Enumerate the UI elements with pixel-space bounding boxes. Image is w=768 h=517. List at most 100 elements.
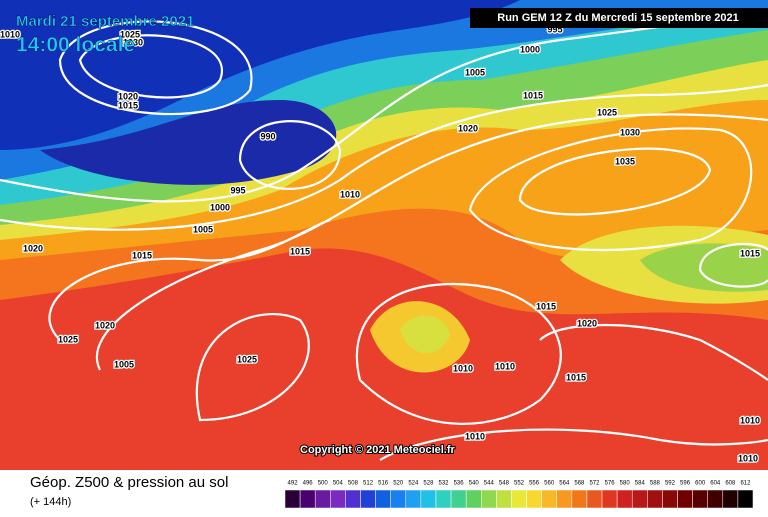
isobar-label: 1015: [536, 301, 556, 311]
isobar-label: 1020: [23, 243, 43, 253]
scale-swatch: [390, 489, 407, 509]
scale-label: 496: [303, 481, 314, 487]
scale-label: 608: [725, 481, 736, 487]
isobar-label: 1015: [566, 372, 586, 382]
forecast-time: 14:00 locale: [16, 34, 135, 57]
forecast-date: Mardi 21 septembre 2021: [16, 13, 194, 30]
scale-swatch: [556, 489, 573, 509]
scale-label: 596: [680, 481, 691, 487]
scale-label: 564: [559, 481, 570, 487]
scale-label: 552: [514, 481, 525, 487]
scale-label: 504: [333, 481, 344, 487]
isobar-label: 1000: [520, 44, 540, 54]
isobar-label: 1020: [458, 123, 478, 133]
scale-label: 572: [589, 481, 600, 487]
scale-label: 612: [740, 481, 751, 487]
scale-swatch: [616, 489, 633, 509]
isobar-label: 1010: [0, 29, 20, 39]
scale-label: 568: [574, 481, 585, 487]
isobar-label: 995: [230, 185, 245, 195]
scale-swatch: [662, 489, 678, 509]
isobar-label: 1035: [615, 156, 635, 166]
isobar-label: 1010: [465, 431, 485, 441]
scale-swatch: [722, 489, 739, 509]
isobar-label: 1020: [95, 320, 115, 330]
scale-label: 580: [620, 481, 631, 487]
scale-swatch: [345, 489, 361, 509]
scale-swatch: [465, 489, 482, 509]
scale-swatch: [481, 489, 497, 509]
scale-label: 604: [710, 481, 721, 487]
isobar-label: 1025: [58, 334, 78, 344]
scale-label: 592: [665, 481, 676, 487]
scale-label: 520: [393, 481, 404, 487]
scale-swatch: [571, 489, 588, 509]
scale-swatch: [541, 489, 557, 509]
scale-label: 492: [288, 481, 299, 487]
scale-swatch: [299, 489, 316, 509]
scale-label: 556: [529, 481, 540, 487]
run-banner: [470, 8, 768, 28]
isobar-label: 1015: [118, 100, 138, 110]
footer-title: Géop. Z500 & pression au sol: [30, 474, 228, 491]
scale-swatch: [647, 489, 663, 509]
isobar-label: 1010: [495, 361, 515, 371]
scale-label: 516: [378, 481, 389, 487]
isobar-label: 1000: [210, 202, 230, 212]
isobar-label: 1015: [132, 250, 152, 260]
scale-swatch: [677, 489, 693, 509]
isobar-label: 1015: [523, 90, 543, 100]
isobar-label: 1015: [290, 246, 310, 256]
scale-swatch: [330, 489, 346, 509]
scale-label: 524: [408, 481, 419, 487]
scale-swatch: [737, 489, 754, 509]
isobar-label: 1005: [465, 67, 485, 77]
isobar-label: 1030: [620, 127, 640, 137]
isobar-label: 1025: [237, 354, 257, 364]
scale-label: 532: [439, 481, 450, 487]
field: [40, 100, 337, 185]
scale-label: 576: [605, 481, 616, 487]
scale-label: 588: [650, 481, 661, 487]
scale-swatch: [707, 489, 724, 509]
isobar-label: 1010: [340, 189, 360, 199]
scale-swatch: [586, 489, 603, 509]
scale-swatch: [496, 489, 512, 509]
scale-label: 548: [499, 481, 510, 487]
scale-label: 500: [318, 481, 329, 487]
isobar-label: 1015: [740, 248, 760, 258]
isobar-label: 1010: [738, 453, 758, 463]
scale-swatch: [360, 489, 376, 509]
isobar-label: 1025: [597, 107, 617, 117]
scale-label: 560: [544, 481, 555, 487]
scale-label: 600: [695, 481, 706, 487]
scale-swatch: [314, 489, 331, 509]
isobar-label: 1010: [453, 363, 473, 373]
isobar-label: 1030: [123, 37, 143, 47]
scale-swatch: [450, 489, 467, 509]
copyright: Copyright © 2021 Meteociel.fr: [300, 444, 456, 456]
scale-label: 584: [635, 481, 646, 487]
run-info: Run GEM 12 Z du Mercredi 15 septembre 20…: [497, 12, 738, 24]
scale-swatch: [692, 489, 708, 509]
scale-label: 536: [454, 481, 465, 487]
isobar-label: 1025: [120, 29, 140, 39]
scale-label: 540: [469, 481, 480, 487]
scale-swatch: [526, 489, 542, 509]
scale-swatch: [435, 489, 452, 509]
scale-label: 512: [363, 481, 374, 487]
scale-label: 544: [484, 481, 495, 487]
field: [0, 0, 520, 150]
scale-label: 528: [423, 481, 434, 487]
footer-lead: (+ 144h): [30, 496, 71, 508]
scale-swatch: [511, 489, 527, 509]
isobar-label: 1005: [193, 224, 213, 234]
scale-swatch: [631, 489, 648, 509]
isobar-label: 1020: [118, 91, 138, 101]
isobar-label: 1010: [740, 415, 760, 425]
isobar-label: 990: [260, 131, 275, 141]
scale-label: 508: [348, 481, 359, 487]
field: [640, 243, 768, 292]
field: [400, 315, 450, 354]
